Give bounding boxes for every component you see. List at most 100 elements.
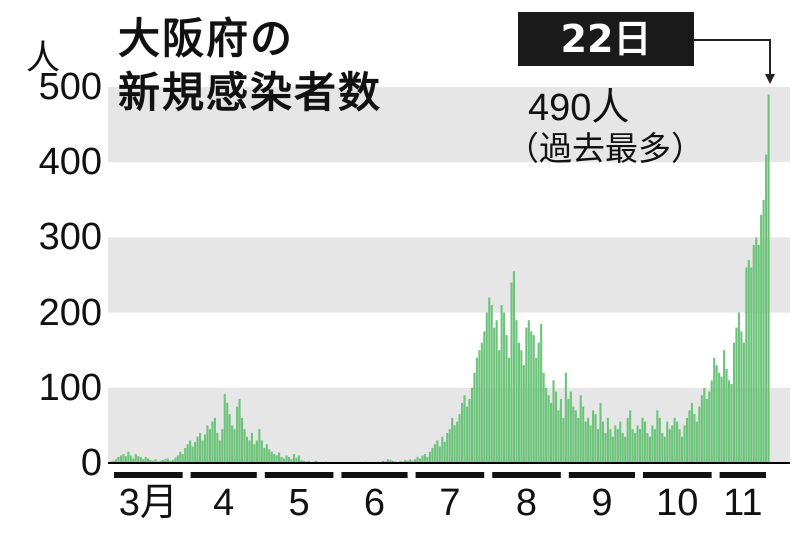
daily-bar — [216, 432, 219, 463]
daily-bar — [280, 456, 283, 463]
daily-bar — [114, 459, 118, 463]
daily-bar — [152, 460, 155, 463]
daily-bar — [191, 446, 194, 463]
daily-bar — [166, 458, 169, 463]
daily-bar — [236, 406, 239, 463]
daily-bar — [213, 417, 216, 463]
daily-bar — [480, 342, 483, 463]
daily-bar — [668, 429, 671, 463]
daily-bar — [592, 410, 595, 463]
y-tick-label: 200 — [38, 291, 102, 334]
month-segment — [492, 472, 561, 478]
daily-bar — [260, 440, 263, 463]
daily-bar — [132, 458, 135, 463]
daily-bar — [465, 406, 469, 463]
daily-bar — [443, 441, 446, 463]
daily-bar — [512, 271, 516, 463]
daily-bar — [676, 421, 679, 463]
daily-bar — [703, 387, 706, 463]
daily-bar — [283, 458, 286, 463]
daily-bar — [584, 421, 587, 463]
daily-bar — [651, 425, 654, 463]
daily-bar — [634, 432, 637, 463]
daily-bar — [406, 460, 409, 463]
month-segment — [341, 472, 408, 478]
x-tick-label: 10 — [656, 482, 699, 524]
daily-bar — [666, 421, 669, 463]
daily-bar — [248, 440, 251, 463]
daily-bar — [241, 417, 244, 463]
x-tick-label: 9 — [591, 482, 613, 524]
daily-bar — [693, 414, 696, 463]
daily-bar — [569, 391, 572, 463]
daily-bar — [186, 444, 189, 463]
daily-bar — [297, 455, 300, 463]
daily-bar — [411, 460, 414, 463]
daily-bar — [715, 365, 718, 463]
daily-bar — [723, 350, 726, 463]
daily-bar — [263, 447, 266, 463]
daily-bar — [562, 417, 565, 463]
daily-bar — [196, 436, 199, 463]
daily-bar — [174, 457, 177, 463]
peak-value-label: 490人 — [528, 87, 630, 129]
daily-bar — [203, 434, 207, 463]
peak-date-label: 22日 — [518, 12, 694, 66]
daily-bar — [554, 391, 558, 463]
daily-bar — [473, 372, 476, 463]
daily-bar — [290, 459, 293, 463]
daily-bar — [142, 459, 145, 463]
daily-bar — [671, 425, 674, 463]
daily-bar — [752, 244, 755, 463]
daily-bar — [463, 395, 466, 463]
y-axis-unit: 人 — [26, 38, 60, 78]
daily-bar — [695, 421, 698, 463]
daily-bar — [742, 342, 745, 463]
daily-bar — [713, 357, 716, 463]
daily-bar — [307, 460, 310, 463]
daily-bar — [292, 453, 296, 463]
daily-bar — [418, 458, 422, 463]
daily-bar — [624, 436, 627, 463]
daily-bar — [433, 444, 436, 463]
x-tick-label: 11 — [723, 482, 763, 524]
month-segment — [719, 472, 766, 478]
daily-bar — [737, 312, 740, 463]
daily-bar — [478, 350, 481, 463]
daily-bar — [621, 432, 624, 463]
peak-pointer-arrowhead — [765, 74, 775, 84]
daily-bar — [547, 395, 550, 463]
daily-bar — [441, 436, 444, 463]
daily-bar — [144, 456, 147, 463]
daily-bar — [522, 365, 525, 463]
daily-bar — [574, 410, 577, 463]
daily-bar — [245, 436, 249, 463]
x-tick-label: 7 — [439, 482, 461, 524]
daily-bar — [658, 417, 661, 463]
daily-bar — [732, 342, 736, 463]
daily-bar — [456, 421, 459, 463]
daily-bar — [708, 391, 711, 463]
daily-bar — [270, 451, 273, 463]
daily-bar — [233, 429, 236, 463]
daily-bar — [760, 214, 763, 463]
daily-bar — [750, 267, 753, 463]
daily-bar — [505, 335, 508, 463]
daily-bar — [399, 460, 402, 463]
daily-bar — [428, 451, 431, 463]
daily-bar — [503, 312, 506, 463]
daily-bar — [461, 402, 464, 463]
daily-bar — [740, 331, 743, 463]
daily-bar — [268, 449, 271, 463]
daily-bar — [718, 372, 721, 463]
daily-bar — [149, 459, 152, 463]
y-tick-label: 0 — [80, 442, 102, 484]
daily-bar — [609, 429, 612, 463]
daily-bar — [386, 459, 389, 463]
daily-bar — [690, 402, 693, 463]
daily-bar — [206, 425, 209, 463]
daily-bar — [122, 453, 125, 463]
daily-bar — [757, 244, 760, 463]
daily-bar — [315, 460, 318, 463]
daily-bar — [730, 384, 733, 463]
